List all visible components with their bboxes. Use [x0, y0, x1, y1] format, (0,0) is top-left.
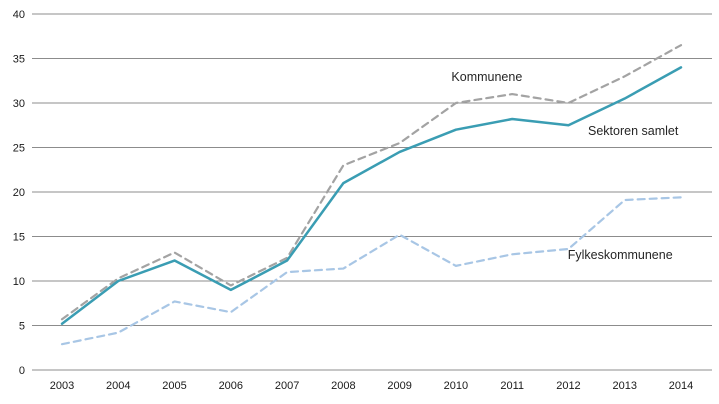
x-tick-label: 2008: [331, 380, 355, 392]
series-label-fylkeskommunene: Fylkeskommunene: [568, 248, 673, 262]
y-tick-label: 35: [13, 54, 25, 66]
series-label-sektoren-samlet: Sektoren samlet: [588, 124, 679, 138]
y-tick-label: 30: [13, 98, 25, 110]
y-tick-label: 20: [13, 187, 25, 199]
x-tick-label: 2006: [219, 380, 243, 392]
y-tick-label: 10: [13, 276, 25, 288]
y-tick-label: 40: [13, 9, 25, 21]
x-tick-label: 2009: [387, 380, 411, 392]
x-tick-label: 2005: [162, 380, 186, 392]
x-tick-label: 2010: [444, 380, 468, 392]
x-tick-label: 2011: [500, 380, 524, 392]
x-tick-label: 2007: [275, 380, 299, 392]
series-label-kommunene: Kommunene: [451, 70, 522, 84]
y-tick-label: 15: [13, 232, 25, 244]
x-tick-label: 2012: [556, 380, 580, 392]
y-tick-label: 25: [13, 143, 25, 155]
x-tick-label: 2013: [612, 380, 636, 392]
series-line-kommunene: [60, 44, 683, 321]
y-tick-label: 0: [19, 365, 25, 377]
x-tick-label: 2004: [106, 380, 130, 392]
x-tick-label: 2003: [50, 380, 74, 392]
series-line-fylkeskommunene: [60, 196, 683, 346]
y-tick-label: 5: [19, 321, 25, 333]
x-tick-label: 2014: [669, 380, 693, 392]
series-line-sektoren-samlet: [60, 66, 683, 325]
